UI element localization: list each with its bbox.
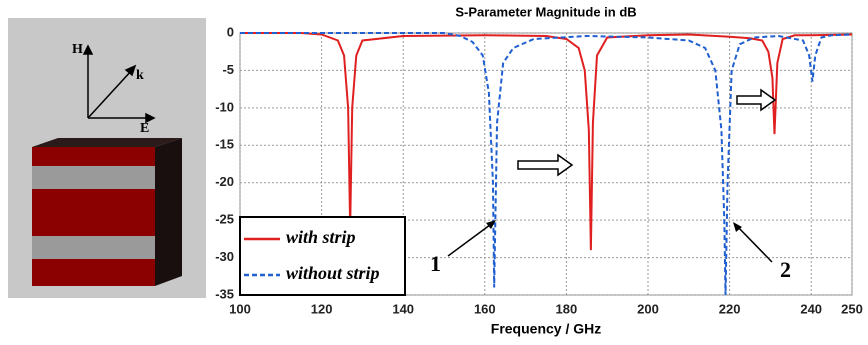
y-tick-label: -30 — [215, 249, 234, 264]
x-tick-label: 100 — [229, 301, 251, 316]
y-tick-label: -35 — [215, 286, 234, 301]
x-tick-label: 200 — [637, 301, 659, 316]
x-axis-label: Frequency / GHz — [491, 321, 601, 337]
legend-label: without strip — [286, 263, 380, 283]
diagram-label: k — [136, 68, 144, 83]
y-tick-label: -15 — [215, 137, 234, 152]
structure-panel: H k E — [8, 18, 206, 298]
y-tick-label: -20 — [215, 174, 234, 189]
x-tick-label: 240 — [800, 301, 822, 316]
figure: H k E S-Parameter Magnitude in dB Freque… — [0, 0, 868, 340]
diagram-label: E — [140, 121, 149, 136]
block — [32, 138, 182, 286]
y-tick-label: -25 — [215, 212, 234, 227]
y-tick-label: -5 — [222, 62, 234, 77]
diagram-label: H — [72, 42, 83, 57]
annotation: 1 — [430, 251, 441, 276]
y-tick-label: 0 — [227, 24, 234, 39]
chart-title: S-Parameter Magnitude in dB — [455, 4, 636, 19]
x-tick-label: 120 — [311, 301, 333, 316]
legend-label: with strip — [286, 227, 356, 247]
x-tick-label: 140 — [392, 301, 414, 316]
x-tick-label: 220 — [719, 301, 741, 316]
x-tick-label: 250 — [841, 301, 863, 316]
annotation: 2 — [780, 257, 791, 282]
x-tick-label: 160 — [474, 301, 496, 316]
x-tick-label: 180 — [556, 301, 578, 316]
y-tick-label: -10 — [215, 99, 234, 114]
